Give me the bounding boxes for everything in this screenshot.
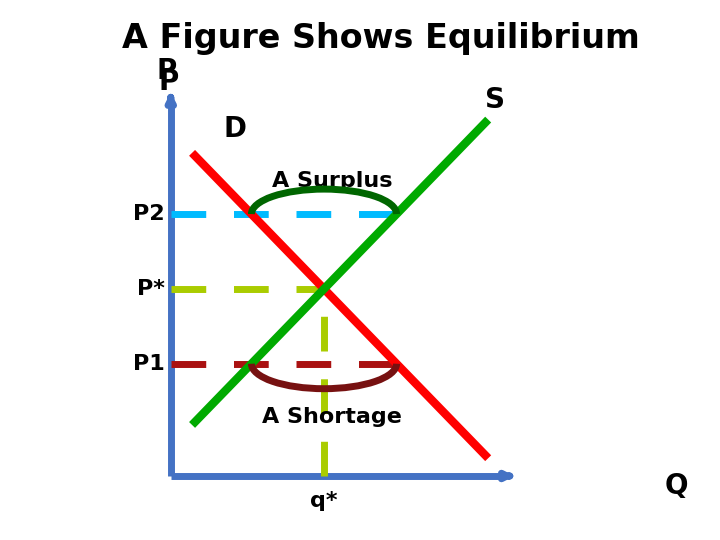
Text: A Surplus: A Surplus [272,171,392,191]
Text: P: P [158,68,179,96]
Text: D: D [224,116,247,143]
Text: P1: P1 [133,354,165,374]
Text: S: S [485,86,505,114]
Text: Q: Q [665,472,688,500]
Text: A Figure Shows Equilibrium: A Figure Shows Equilibrium [122,22,640,55]
Text: A Shortage: A Shortage [262,407,402,427]
Text: P: P [157,57,177,85]
Text: P2: P2 [133,204,165,224]
Text: P*: P* [137,279,165,299]
Text: q*: q* [310,490,338,510]
